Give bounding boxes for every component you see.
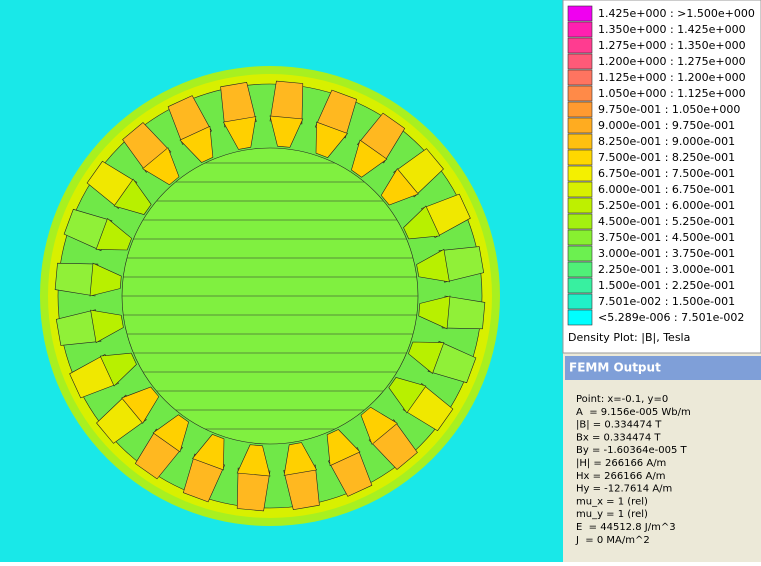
- slot: [380, 168, 419, 206]
- legend-swatch: [567, 277, 593, 294]
- legend-label: 8.250e-001 : 9.000e-001: [598, 135, 735, 148]
- slot: [418, 295, 451, 330]
- legend-swatch: [567, 213, 593, 230]
- legend-label: 4.500e-001 : 5.250e-001: [598, 215, 735, 228]
- slot: [142, 147, 180, 186]
- legend-label: 1.200e+000 : 1.275e+000: [598, 55, 746, 68]
- legend-label: 1.350e+000 : 1.425e+000: [598, 23, 746, 36]
- legend-label: 1.050e+000 : 1.125e+000: [598, 87, 746, 100]
- legend-swatch: [567, 53, 593, 70]
- legend-label: 7.501e-002 : 1.500e-001: [598, 295, 735, 308]
- legend-label: <5.289e-006 : 7.501e-002: [598, 311, 744, 324]
- legend-label: 1.425e+000 : >1.500e+000: [598, 7, 755, 20]
- slot: [360, 406, 398, 445]
- legend-swatch: [567, 21, 593, 38]
- legend-label: 3.000e-001 : 3.750e-001: [598, 247, 735, 260]
- legend-caption: Density Plot: |B|, Tesla: [568, 331, 690, 344]
- slot: [388, 377, 427, 414]
- slot: [99, 352, 137, 387]
- legend-box: [562, 0, 761, 354]
- output-line: J = 0 MA/m^2: [575, 535, 650, 546]
- output-line: Point: x=-0.1, y=0: [576, 394, 668, 405]
- output-line: Hy = -12.7614 A/m: [576, 484, 672, 495]
- legend-swatch: [567, 261, 593, 278]
- slot: [179, 125, 214, 163]
- slot: [192, 434, 225, 471]
- legend-swatch: [567, 101, 593, 118]
- slot: [283, 442, 318, 476]
- legend-swatch: [567, 229, 593, 246]
- legend-swatch: [567, 69, 593, 86]
- slot: [222, 116, 257, 150]
- slot: [152, 414, 189, 453]
- legend-label: 3.750e-001 : 4.500e-001: [598, 231, 735, 244]
- legend-label: 6.750e-001 : 7.500e-001: [598, 167, 735, 180]
- legend-swatch: [567, 117, 593, 134]
- output-line: E = 44512.8 J/m^3: [576, 522, 676, 533]
- output-line: By = -1.60364e-005 T: [576, 445, 688, 456]
- motor-geometry: [40, 66, 500, 526]
- legend-swatch: [567, 293, 593, 310]
- legend-label: 5.250e-001 : 6.000e-001: [598, 199, 735, 212]
- slot: [269, 115, 304, 148]
- slot: [121, 386, 160, 424]
- legend-swatch: [567, 245, 593, 262]
- legend-swatch: [567, 197, 593, 214]
- slot: [90, 309, 124, 344]
- legend-label: 9.000e-001 : 9.750e-001: [598, 119, 735, 132]
- slot: [113, 178, 152, 215]
- legend-label: 9.750e-001 : 1.050e+000: [598, 103, 740, 116]
- output-line: Bx = 0.334474 T: [576, 432, 661, 443]
- legend-label: 6.000e-001 : 6.750e-001: [598, 183, 735, 196]
- output-line: |B| = 0.334474 T: [576, 420, 662, 431]
- slot: [89, 262, 122, 297]
- legend-label: 1.275e+000 : 1.350e+000: [598, 39, 746, 52]
- legend-swatch: [567, 149, 593, 166]
- slot: [95, 218, 132, 251]
- slot: [403, 205, 441, 240]
- legend-swatch: [567, 181, 593, 198]
- legend-swatch: [567, 165, 593, 182]
- legend-swatch: [567, 133, 593, 150]
- output-header: [565, 356, 761, 380]
- legend-swatch: [567, 309, 593, 326]
- legend-label: 7.500e-001 : 8.250e-001: [598, 151, 735, 164]
- output-panel: [565, 380, 761, 562]
- legend-label: 1.125e+000 : 1.200e+000: [598, 71, 746, 84]
- slot: [315, 121, 348, 158]
- output-line: Hx = 266166 A/m: [576, 471, 665, 482]
- slot: [408, 341, 445, 374]
- slot: [416, 248, 450, 283]
- legend-label: 1.500e-001 : 2.250e-001: [598, 279, 735, 292]
- slot: [236, 444, 271, 477]
- output-line: mu_y = 1 (rel): [576, 509, 648, 520]
- output-title: FEMM Output: [569, 361, 661, 375]
- output-line: A = 9.156e-005 Wb/m: [576, 407, 691, 418]
- legend-swatch: [567, 37, 593, 54]
- output-line: mu_x = 1 (rel): [576, 496, 648, 507]
- legend-label: 2.250e-001 : 3.000e-001: [598, 263, 735, 276]
- slot: [351, 139, 388, 178]
- output-line: |H| = 266166 A/m: [576, 458, 666, 469]
- legend-swatch: [567, 85, 593, 102]
- legend-swatch: [567, 5, 593, 22]
- slot: [326, 429, 361, 467]
